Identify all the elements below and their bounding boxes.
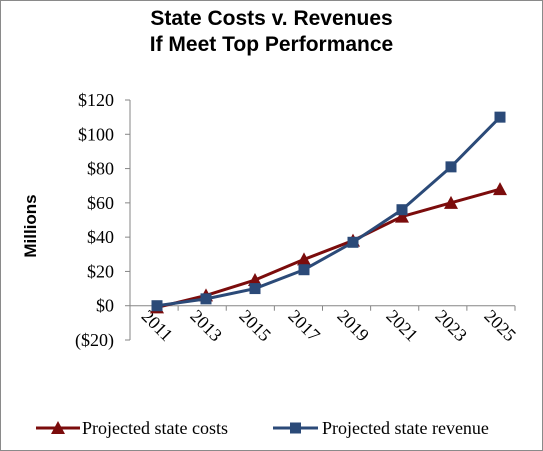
legend-label-costs: Projected state costs bbox=[82, 418, 228, 438]
data-point-revenue bbox=[494, 111, 506, 123]
data-point-costs bbox=[395, 209, 409, 223]
x-tick-label: 2021 bbox=[382, 306, 422, 346]
data-point-revenue bbox=[396, 204, 408, 216]
data-point-costs bbox=[248, 273, 262, 286]
series-line-costs bbox=[156, 187, 501, 309]
data-point-costs bbox=[444, 195, 458, 209]
x-tick-labels: 2011 2013 2015 2017 2019 2021 2023 2025 bbox=[138, 306, 520, 346]
y-tick-label: $20 bbox=[87, 261, 114, 281]
legend-marker-costs bbox=[51, 421, 65, 434]
x-tick-label: 2025 bbox=[480, 306, 520, 346]
y-axis-label: Millions bbox=[21, 194, 40, 257]
data-point-costs bbox=[297, 252, 311, 266]
data-point-revenue bbox=[151, 300, 163, 312]
y-tick-label: $80 bbox=[87, 159, 114, 179]
axes bbox=[125, 99, 516, 341]
chart-title-line-2: If Meet Top Performance bbox=[149, 33, 394, 56]
y-tick-label: ($20) bbox=[75, 330, 114, 351]
data-point-revenue bbox=[298, 264, 310, 276]
x-tick-label: 2019 bbox=[333, 306, 373, 346]
y-tick-label: $0 bbox=[96, 296, 114, 316]
data-point-revenue bbox=[249, 283, 261, 295]
x-tick-label: 2023 bbox=[431, 306, 471, 346]
chart-title-line-1: State Costs v. Revenues bbox=[150, 7, 393, 30]
x-tick-label: 2015 bbox=[235, 306, 275, 346]
x-tick-label: 2017 bbox=[284, 306, 324, 346]
y-tick-label: $100 bbox=[78, 124, 114, 144]
data-point-revenue bbox=[347, 236, 359, 248]
y-tick-label: $120 bbox=[78, 90, 114, 110]
legend-marker-revenue bbox=[290, 422, 301, 434]
y-tick-labels: ($20) $0 $20 $40 $60 $80 $100 $120 bbox=[75, 90, 114, 351]
series-group bbox=[150, 111, 507, 314]
data-point-revenue bbox=[200, 293, 212, 305]
series-line-revenue bbox=[156, 116, 502, 308]
data-point-costs bbox=[493, 182, 507, 196]
chart-title: State Costs v. Revenues If Meet Top Perf… bbox=[0, 6, 543, 58]
y-tick-label: $40 bbox=[87, 227, 114, 247]
legend: Projected state costs Projected state rev… bbox=[36, 418, 489, 438]
legend-label-revenue: Projected state revenue bbox=[322, 418, 489, 438]
data-point-revenue bbox=[445, 161, 457, 173]
y-tick-label: $60 bbox=[87, 193, 114, 213]
x-tick-label: 2013 bbox=[186, 306, 226, 346]
